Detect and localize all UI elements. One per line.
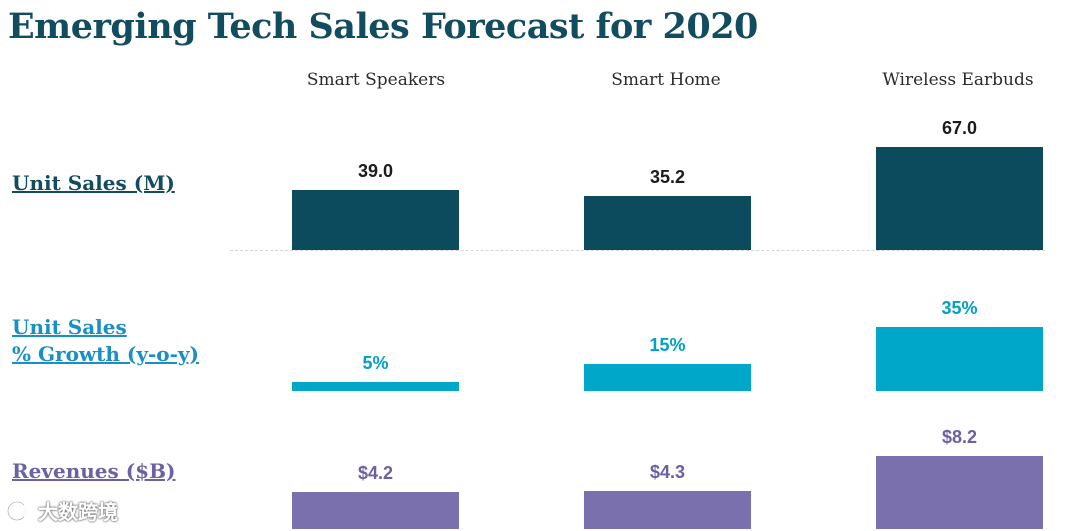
column-header-smart-home: Smart Home bbox=[611, 70, 721, 90]
watermark-text: 大数跨境 bbox=[38, 500, 118, 524]
value-label-growth-smart-speakers: 5% bbox=[362, 352, 389, 373]
row-divider bbox=[230, 250, 1045, 251]
bar-unit-sales-wireless-earbuds bbox=[876, 147, 1043, 250]
row-label-growth-line2: % Growth (y-o-y) bbox=[12, 342, 199, 366]
value-label-unit-sales-wireless-earbuds: 67.0 bbox=[941, 118, 978, 138]
bar-growth-smart-speakers bbox=[292, 381, 459, 391]
value-label-unit-sales-smart-home: 35.2 bbox=[649, 166, 686, 187]
bar-unit-sales-smart-home bbox=[584, 195, 751, 250]
chart-title: Emerging Tech Sales Forecast for 2020 bbox=[8, 6, 758, 47]
value-label-growth-smart-home: 15% bbox=[649, 334, 686, 355]
row-label-unit-sales: Unit Sales (M) bbox=[12, 171, 175, 195]
value-label-growth-wireless-earbuds: 35% bbox=[941, 298, 978, 318]
bar-growth-smart-home bbox=[584, 363, 751, 391]
watermark-logo-icon bbox=[6, 499, 34, 523]
value-label-revenues-smart-home: $4.3 bbox=[649, 461, 686, 482]
column-header-wireless-earbuds: Wireless Earbuds bbox=[882, 70, 1034, 90]
value-label-revenues-smart-speakers: $4.2 bbox=[357, 462, 394, 483]
bar-revenues-smart-speakers bbox=[292, 491, 459, 529]
value-label-revenues-wireless-earbuds: $8.2 bbox=[941, 427, 978, 447]
column-header-smart-speakers: Smart Speakers bbox=[306, 70, 446, 90]
bar-revenues-smart-home bbox=[584, 490, 751, 529]
bar-unit-sales-smart-speakers bbox=[292, 190, 459, 250]
watermark: 大数跨境 bbox=[6, 496, 118, 525]
bar-revenues-wireless-earbuds bbox=[876, 456, 1043, 529]
value-label-unit-sales-smart-speakers: 39.0 bbox=[357, 161, 394, 182]
bar-growth-wireless-earbuds bbox=[876, 327, 1043, 391]
row-label-revenues: Revenues ($B) bbox=[12, 459, 176, 483]
row-label-growth-line1: Unit Sales bbox=[12, 315, 127, 339]
